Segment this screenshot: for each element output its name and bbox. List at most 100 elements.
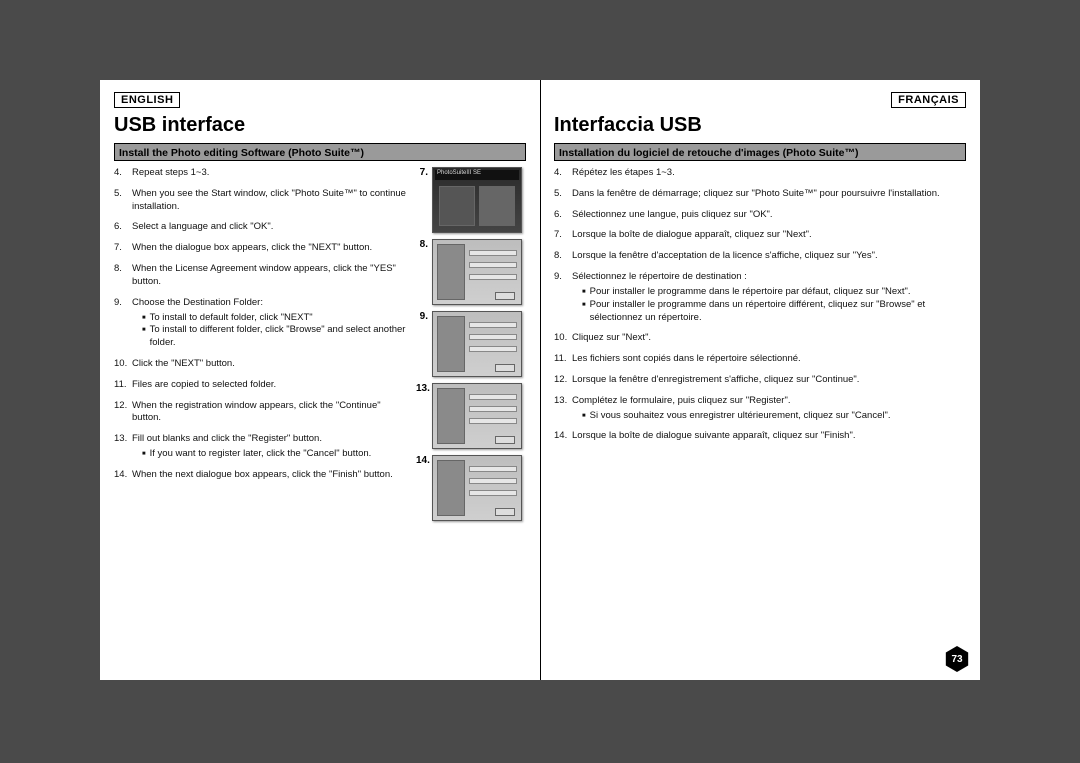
step-item: 5.When you see the Start window, click "… [114,188,408,214]
step-text: Répétez les étapes 1~3. [572,167,966,180]
step-text: When you see the Start window, click "Ph… [132,188,408,214]
screenshot-column: 7.PhotoSuiteIII SE8.9.13.14. [416,167,526,527]
screenshot-thumb [432,311,522,377]
subhead-francais: Installation du logiciel de retouche d'i… [554,143,966,161]
step-item: 10.Click the "NEXT" button. [114,358,408,371]
step-text: Lorsque la boîte de dialogue suivante ap… [572,430,966,443]
screenshot-number: 13. [416,383,432,394]
step-item: 8.When the License Agreement window appe… [114,263,408,289]
screenshot-row: 7.PhotoSuiteIII SE [416,167,526,233]
screenshot-thumb [432,383,522,449]
step-number: 11. [554,353,572,366]
step-item: 4.Repeat steps 1~3. [114,167,408,180]
step-item: 14.Lorsque la boîte de dialogue suivante… [554,430,966,443]
step-sublist: To install to default folder, click "NEX… [132,312,408,350]
lang-badge-english: ENGLISH [114,92,180,108]
screenshot-thumb [432,239,522,305]
step-number: 12. [554,374,572,387]
step-text: Files are copied to selected folder. [132,379,408,392]
step-text: Lorsque la boîte de dialogue apparaît, c… [572,229,966,242]
step-number: 4. [554,167,572,180]
body-english: 4.Repeat steps 1~3.5.When you see the St… [114,167,526,527]
step-item: 12.Lorsque la fenêtre d'enregistrement s… [554,374,966,387]
step-number: 14. [554,430,572,443]
step-number: 13. [114,433,132,461]
screenshot-number: 7. [416,167,432,178]
step-number: 13. [554,395,572,423]
step-item: 10.Cliquez sur "Next". [554,332,966,345]
heading-francais: Interfaccia USB [554,114,966,137]
lang-badge-francais: FRANÇAIS [891,92,966,108]
step-number: 7. [554,229,572,242]
step-text: Choose the Destination Folder:To install… [132,297,408,350]
step-item: 11.Files are copied to selected folder. [114,379,408,392]
page-number-badge: 73 [944,646,970,672]
step-text: When the License Agreement window appear… [132,263,408,289]
step-text: Complétez le formulaire, puis cliquez su… [572,395,966,423]
step-item: 7.Lorsque la boîte de dialogue apparaît,… [554,229,966,242]
step-item: 13.Fill out blanks and click the "Regist… [114,433,408,461]
screenshot-row: 8. [416,239,526,305]
step-number: 6. [114,221,132,234]
step-item: 9.Choose the Destination Folder:To insta… [114,297,408,350]
screenshot-row: 9. [416,311,526,377]
step-text: When the next dialogue box appears, clic… [132,469,408,482]
step-number: 5. [114,188,132,214]
step-number: 10. [114,358,132,371]
step-text: Les fichiers sont copiés dans le réperto… [572,353,966,366]
screenshot-thumb: PhotoSuiteIII SE [432,167,522,233]
screenshot-row: 13. [416,383,526,449]
lang-row: FRANÇAIS [554,90,966,110]
step-text: Sélectionnez une langue, puis cliquez su… [572,209,966,222]
step-text: Sélectionnez le répertoire de destinatio… [572,271,966,324]
screenshot-thumb [432,455,522,521]
step-item: 6.Select a language and click "OK". [114,221,408,234]
step-item: 11.Les fichiers sont copiés dans le répe… [554,353,966,366]
step-text: Dans la fenêtre de démarrage; cliquez su… [572,188,966,201]
step-subitem: Pour installer le programme dans le répe… [582,286,966,299]
column-francais: FRANÇAIS Interfaccia USB Installation du… [540,80,980,680]
body-francais: 4.Répétez les étapes 1~3.5.Dans la fenêt… [554,167,966,451]
steps-english: 4.Repeat steps 1~3.5.When you see the St… [114,167,408,527]
step-number: 8. [114,263,132,289]
step-text: Select a language and click "OK". [132,221,408,234]
step-number: 14. [114,469,132,482]
step-text: When the dialogue box appears, click the… [132,242,408,255]
step-text: Cliquez sur "Next". [572,332,966,345]
step-number: 5. [554,188,572,201]
step-text: Repeat steps 1~3. [132,167,408,180]
step-number: 11. [114,379,132,392]
step-item: 6.Sélectionnez une langue, puis cliquez … [554,209,966,222]
step-number: 9. [554,271,572,324]
step-number: 6. [554,209,572,222]
step-item: 8.Lorsque la fenêtre d'acceptation de la… [554,250,966,263]
step-item: 13.Complétez le formulaire, puis cliquez… [554,395,966,423]
step-number: 10. [554,332,572,345]
steps-francais: 4.Répétez les étapes 1~3.5.Dans la fenêt… [554,167,966,451]
step-text: Click the "NEXT" button. [132,358,408,371]
step-text: Fill out blanks and click the "Register"… [132,433,408,461]
step-subitem: To install to different folder, click "B… [142,324,408,350]
step-item: 4.Répétez les étapes 1~3. [554,167,966,180]
step-item: 14.When the next dialogue box appears, c… [114,469,408,482]
step-item: 7.When the dialogue box appears, click t… [114,242,408,255]
step-text: Lorsque la fenêtre d'enregistrement s'af… [572,374,966,387]
heading-english: USB interface [114,114,526,137]
subhead-english: Install the Photo editing Software (Phot… [114,143,526,161]
thumb-titlebar: PhotoSuiteIII SE [435,170,519,180]
step-number: 8. [554,250,572,263]
step-number: 9. [114,297,132,350]
screenshot-row: 14. [416,455,526,521]
step-sublist: If you want to register later, click the… [132,448,408,461]
step-number: 4. [114,167,132,180]
manual-page: ENGLISH USB interface Install the Photo … [100,80,980,680]
step-number: 7. [114,242,132,255]
step-subitem: To install to default folder, click "NEX… [142,312,408,325]
step-subitem: If you want to register later, click the… [142,448,408,461]
step-item: 5.Dans la fenêtre de démarrage; cliquez … [554,188,966,201]
screenshot-number: 14. [416,455,432,466]
step-number: 12. [114,400,132,426]
lang-row: ENGLISH [114,90,526,110]
step-text: When the registration window appears, cl… [132,400,408,426]
step-sublist: Si vous souhaitez vous enregistrer ultér… [572,410,966,423]
